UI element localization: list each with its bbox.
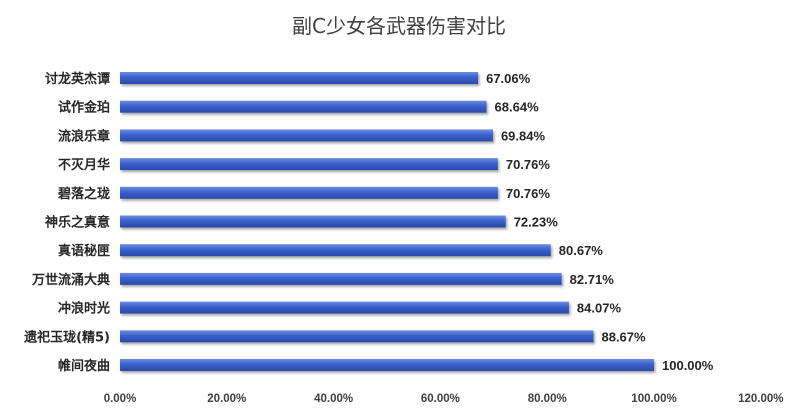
category-label-1: 试作金珀 bbox=[58, 100, 110, 116]
value-label-9: 88.67% bbox=[601, 329, 646, 344]
bar-4 bbox=[120, 186, 498, 199]
chart-title: 副C少女各武器伤害对比 bbox=[292, 14, 506, 38]
x-tick-3: 60.00% bbox=[421, 393, 460, 405]
value-label-10: 100.00% bbox=[662, 358, 714, 373]
bar-10 bbox=[120, 359, 654, 371]
value-label-2: 69.84% bbox=[501, 128, 546, 143]
value-labels: 67.06% 68.64% 69.84% 70.76% 70.76% 72.23%80.6… bbox=[486, 71, 714, 373]
category-label-2: 流浪乐章 bbox=[58, 128, 110, 144]
bar-5 bbox=[120, 215, 506, 228]
x-tick-5: 100.00% bbox=[631, 393, 676, 405]
bar-8 bbox=[120, 301, 569, 314]
category-label-5: 神乐之真意 bbox=[45, 215, 110, 231]
bar-6 bbox=[120, 244, 551, 257]
value-label-4: 70.76% bbox=[506, 186, 551, 201]
value-label-5: 72.23% bbox=[514, 215, 559, 230]
category-label-0: 讨龙英杰谭 bbox=[45, 71, 110, 87]
bar-9 bbox=[120, 330, 594, 343]
x-tick-1: 20.00% bbox=[207, 393, 246, 405]
category-label-6: 真语秘匣 bbox=[58, 243, 110, 259]
bar-2 bbox=[120, 129, 493, 142]
value-label-7: 82.71% bbox=[570, 272, 615, 287]
bar-7 bbox=[120, 272, 562, 285]
x-tick-2: 40.00% bbox=[314, 393, 353, 405]
x-tick-6: 120.00% bbox=[738, 393, 783, 405]
value-label-3: 70.76% bbox=[506, 157, 551, 172]
category-label-8: 冲浪时光 bbox=[58, 301, 110, 317]
category-label-7: 万世流涌大典 bbox=[31, 272, 110, 288]
bar-0 bbox=[120, 72, 479, 84]
category-label-10: 帷间夜曲 bbox=[58, 358, 110, 374]
bars-layer bbox=[120, 72, 654, 371]
value-label-0: 67.06% bbox=[486, 71, 531, 86]
bar-3 bbox=[120, 158, 498, 171]
category-label-9: 遗祀玉珑(精5) bbox=[23, 329, 110, 345]
x-tick-0: 0.00% bbox=[104, 393, 137, 405]
x-tick-4: 80.00% bbox=[528, 393, 567, 405]
category-label-4: 碧落之珑 bbox=[57, 186, 110, 202]
value-label-1: 68.64% bbox=[495, 100, 540, 115]
category-labels: 讨龙英杰谭试作金珀流浪乐章不灭月华碧落之珑神乐之真意真语秘匣万世流涌大典冲浪时光… bbox=[23, 71, 110, 374]
category-label-3: 不灭月华 bbox=[58, 157, 110, 173]
bar-1 bbox=[120, 100, 487, 113]
value-label-8: 84.07% bbox=[577, 301, 622, 316]
value-label-6: 80.67% bbox=[559, 243, 604, 258]
x-axis-ticks: 0.00% 20.00% 40.00% 60.00% 80.00% 100.00% 120.… bbox=[104, 393, 784, 405]
